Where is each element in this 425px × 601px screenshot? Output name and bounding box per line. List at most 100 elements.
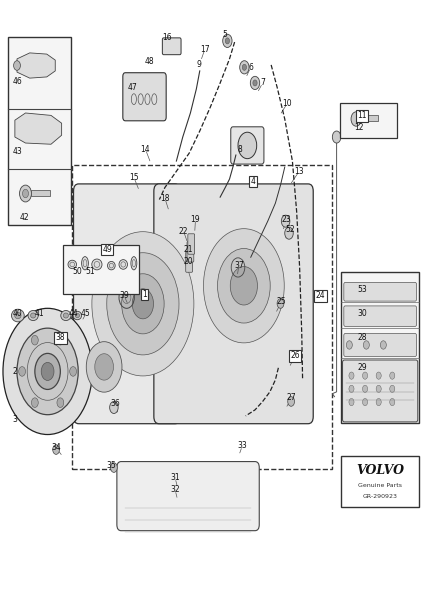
Ellipse shape (28, 311, 38, 320)
Ellipse shape (82, 257, 88, 270)
Text: 34: 34 (51, 444, 61, 452)
Ellipse shape (31, 313, 36, 318)
Circle shape (107, 253, 179, 355)
Ellipse shape (75, 314, 79, 317)
Text: 21: 21 (183, 245, 193, 254)
Ellipse shape (61, 311, 71, 320)
FancyBboxPatch shape (344, 306, 416, 326)
Circle shape (86, 341, 122, 392)
Text: 14: 14 (141, 145, 150, 153)
Text: VOLVO: VOLVO (356, 464, 404, 477)
Circle shape (281, 215, 290, 227)
Ellipse shape (68, 260, 76, 269)
FancyBboxPatch shape (344, 282, 416, 301)
Circle shape (376, 385, 381, 392)
Circle shape (230, 267, 258, 305)
FancyBboxPatch shape (74, 184, 180, 424)
Circle shape (57, 335, 64, 345)
Bar (341, 456, 419, 507)
Text: 13: 13 (295, 167, 304, 175)
Circle shape (363, 385, 368, 392)
Text: 41: 41 (34, 310, 44, 318)
Text: 3: 3 (12, 415, 17, 424)
Circle shape (110, 463, 117, 472)
Circle shape (390, 372, 395, 379)
Circle shape (218, 249, 270, 323)
Text: 47: 47 (128, 83, 137, 91)
Circle shape (17, 328, 78, 415)
Text: 10: 10 (283, 99, 292, 108)
Circle shape (363, 372, 368, 379)
Bar (341, 272, 419, 423)
Text: 37: 37 (234, 261, 244, 270)
Circle shape (349, 385, 354, 392)
Bar (63, 245, 139, 294)
Circle shape (204, 228, 284, 343)
Circle shape (14, 61, 20, 70)
Circle shape (95, 353, 113, 380)
FancyBboxPatch shape (186, 252, 193, 272)
FancyBboxPatch shape (188, 234, 195, 254)
Circle shape (31, 335, 38, 345)
Text: 6: 6 (248, 63, 253, 72)
Circle shape (253, 80, 257, 86)
Circle shape (285, 227, 293, 239)
Text: 44: 44 (68, 310, 78, 318)
Text: 16: 16 (162, 33, 171, 41)
Circle shape (238, 132, 257, 159)
FancyBboxPatch shape (162, 38, 181, 55)
Text: 35: 35 (107, 462, 116, 470)
Text: 22: 22 (179, 227, 188, 236)
Text: 5: 5 (223, 31, 228, 39)
Circle shape (240, 61, 249, 74)
Text: 29: 29 (357, 364, 367, 372)
Ellipse shape (11, 310, 24, 322)
Text: 43: 43 (13, 147, 23, 156)
FancyBboxPatch shape (123, 73, 166, 121)
Polygon shape (17, 53, 55, 78)
Text: 19: 19 (191, 215, 200, 224)
Circle shape (20, 185, 31, 202)
Text: 33: 33 (238, 442, 247, 450)
Circle shape (110, 401, 118, 413)
Circle shape (363, 398, 368, 406)
Text: 52: 52 (285, 225, 295, 234)
Ellipse shape (15, 313, 21, 319)
Circle shape (35, 353, 60, 389)
Text: 32: 32 (170, 486, 180, 494)
Circle shape (225, 38, 230, 44)
Text: 27: 27 (287, 394, 296, 402)
FancyBboxPatch shape (117, 462, 259, 531)
Circle shape (57, 398, 64, 407)
Text: 28: 28 (357, 334, 367, 342)
Circle shape (3, 308, 92, 435)
Circle shape (70, 367, 76, 376)
Text: 15: 15 (129, 173, 139, 182)
Circle shape (19, 367, 26, 376)
Circle shape (380, 341, 386, 349)
Text: 25: 25 (277, 297, 286, 306)
Text: 50: 50 (73, 267, 82, 276)
Circle shape (41, 362, 54, 380)
Ellipse shape (63, 313, 68, 318)
Bar (8, 37, 71, 225)
Circle shape (250, 76, 260, 90)
Circle shape (390, 385, 395, 392)
Text: 31: 31 (170, 474, 180, 482)
Text: 12: 12 (354, 123, 364, 132)
Text: 39: 39 (119, 291, 129, 300)
Text: 36: 36 (111, 400, 120, 408)
Text: 9: 9 (196, 61, 201, 69)
Circle shape (376, 398, 381, 406)
Circle shape (332, 131, 341, 143)
Circle shape (349, 372, 354, 379)
Circle shape (390, 398, 395, 406)
Text: 1: 1 (142, 290, 147, 299)
Text: 46: 46 (13, 77, 23, 85)
Text: 42: 42 (20, 213, 29, 222)
Circle shape (242, 64, 246, 70)
Text: 24: 24 (316, 291, 325, 300)
Circle shape (23, 189, 28, 198)
Text: 23: 23 (282, 215, 291, 224)
Text: 8: 8 (238, 145, 243, 153)
